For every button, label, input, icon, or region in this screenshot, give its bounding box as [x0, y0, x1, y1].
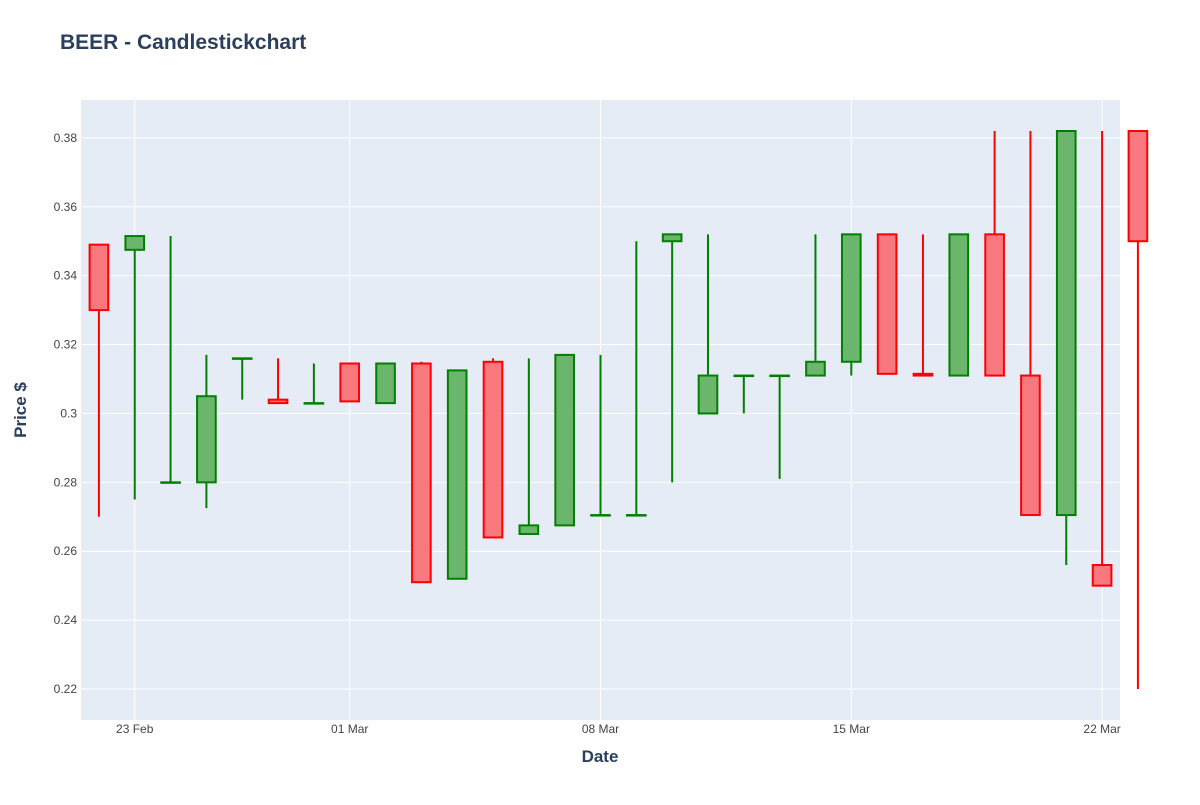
- candle-body: [876, 233, 898, 375]
- candles: [88, 130, 1149, 689]
- y-tick-label: 0.24: [54, 613, 78, 627]
- candle-body: [160, 481, 181, 484]
- candle-body: [912, 372, 934, 377]
- candle-decreasing: [1091, 131, 1113, 587]
- candle-decreasing: [876, 233, 898, 375]
- y-tick-label: 0.22: [54, 682, 78, 696]
- y-axis-title: Price $: [11, 382, 30, 438]
- candle-increasing: [805, 234, 826, 377]
- candle-increasing: [840, 233, 862, 376]
- candle-body: [124, 235, 146, 251]
- candle-body: [518, 524, 540, 536]
- y-tick-label: 0.38: [54, 131, 78, 145]
- candle-body: [626, 514, 647, 517]
- candle-body: [840, 233, 862, 363]
- candle-body: [196, 395, 217, 484]
- candle-body: [231, 357, 253, 360]
- candle-increasing: [661, 233, 683, 483]
- x-tick-label: 08 Mar: [582, 722, 619, 736]
- y-tick-label: 0.32: [54, 338, 78, 352]
- candle-body: [375, 362, 396, 405]
- x-tick-label: 22 Mar: [1083, 722, 1120, 736]
- candle-decreasing: [1020, 131, 1041, 517]
- candle-body: [590, 514, 611, 517]
- candle-increasing: [1055, 130, 1077, 565]
- candle-body: [769, 374, 790, 378]
- candle-decreasing: [88, 243, 110, 517]
- y-axis-ticks: 0.22 0.24 0.26 0.28 0.3 0.32 0.34 0.36 0.38: [54, 131, 78, 696]
- candle-increasing: [518, 358, 540, 536]
- candle-increasing: [196, 354, 217, 509]
- candle-increasing: [948, 233, 970, 377]
- candle-increasing: [303, 363, 325, 405]
- candle-increasing: [733, 374, 755, 414]
- candle-decreasing: [912, 234, 934, 377]
- candle-body: [661, 233, 683, 243]
- candle-increasing: [590, 354, 611, 517]
- x-tick-label: 15 Mar: [833, 722, 870, 736]
- y-tick-label: 0.36: [54, 200, 78, 214]
- candle-body: [339, 362, 361, 403]
- y-tick-label: 0.3: [60, 406, 77, 420]
- candle-decreasing: [339, 362, 361, 403]
- candle-increasing: [769, 374, 790, 479]
- y-tick-label: 0.34: [54, 269, 78, 283]
- candle-body: [303, 402, 325, 405]
- candle-body: [411, 362, 432, 584]
- candle-body: [697, 374, 719, 415]
- candle-increasing: [160, 236, 181, 484]
- x-axis-ticks: 23 Feb 01 Mar 08 Mar 15 Mar 22 Mar: [116, 722, 1121, 736]
- candle-body: [446, 369, 468, 580]
- candle-body: [1127, 130, 1149, 243]
- candle-increasing: [375, 362, 396, 405]
- candle-body: [948, 233, 970, 377]
- candle-body: [733, 374, 755, 378]
- candle-body: [1055, 130, 1077, 517]
- candle-increasing: [697, 234, 719, 415]
- candle-body: [554, 353, 575, 527]
- x-tick-label: 23 Feb: [116, 722, 154, 736]
- candle-decreasing: [984, 131, 1005, 377]
- candle-body: [805, 360, 826, 377]
- candle-increasing: [626, 241, 647, 517]
- x-axis-title: Date: [582, 747, 619, 766]
- candle-body: [984, 233, 1005, 377]
- candle-increasing: [231, 357, 253, 400]
- candle-body: [267, 398, 289, 405]
- x-tick-label: 01 Mar: [331, 722, 368, 736]
- y-tick-label: 0.26: [54, 544, 78, 558]
- candle-body: [482, 360, 504, 539]
- candle-body: [1091, 564, 1113, 587]
- chart-title: BEER - Candlestickchart: [60, 31, 306, 54]
- candle-increasing: [124, 235, 146, 500]
- candle-decreasing: [267, 358, 289, 405]
- candle-body: [1020, 374, 1041, 517]
- candle-increasing: [446, 369, 468, 580]
- candle-body: [88, 243, 110, 312]
- candle-increasing: [554, 353, 575, 527]
- candle-decreasing: [482, 358, 504, 539]
- candle-decreasing: [411, 361, 432, 584]
- y-tick-label: 0.28: [54, 475, 78, 489]
- candle-decreasing: [1127, 130, 1149, 689]
